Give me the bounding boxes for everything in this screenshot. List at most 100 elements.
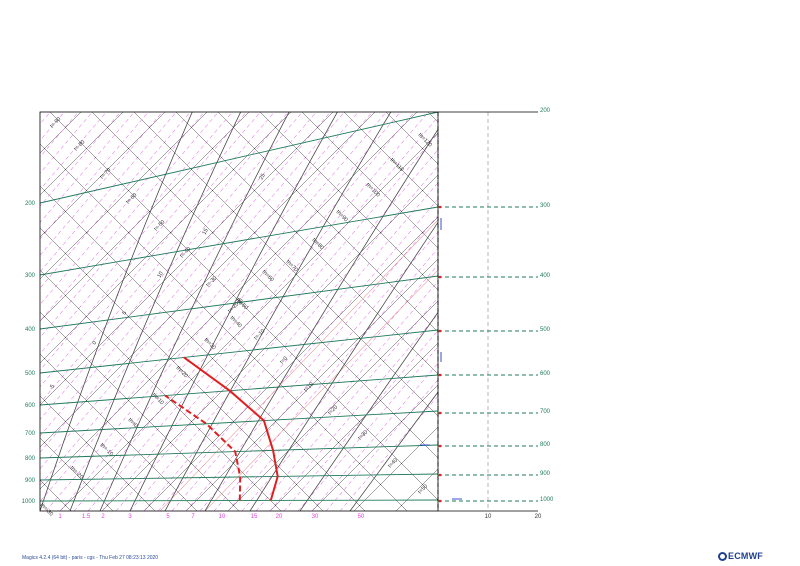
- left-pressure-label: 1000: [22, 499, 36, 505]
- right-pressure-label: 800: [540, 442, 551, 448]
- footer-text: Magics 4.2.4 (64 bit) - paris - cgs - Th…: [22, 555, 159, 561]
- dry-adiabat-line: [40, 479, 72, 511]
- isotherm-line: [40, 112, 250, 322]
- dry-adiabat-line: [175, 112, 438, 375]
- dry-adiabat-line: [40, 353, 198, 511]
- saturated-adiabat-label: 5: [122, 310, 129, 316]
- reference-isotherm-line: [159, 219, 438, 511]
- left-pressure-label: 900: [25, 478, 36, 484]
- isotherm-line: [40, 112, 376, 448]
- dry-adiabat-label: th=0: [127, 417, 139, 429]
- dry-adiabat-line: [343, 112, 438, 207]
- dry-adiabat-line: [40, 437, 114, 511]
- dry-adiabat-label: th=100: [365, 182, 381, 198]
- left-pressure-label: 400: [25, 327, 36, 333]
- mixing-ratio-label: 30: [312, 514, 319, 520]
- dry-adiabat-line: [40, 269, 282, 511]
- isotherm-line: [353, 426, 438, 511]
- mixing-ratio-label: 2: [101, 514, 105, 520]
- mixing-ratio-line: [73, 112, 415, 511]
- wind-level-marker: [438, 444, 442, 448]
- reference-isotherm-line: [204, 269, 438, 511]
- ecmwf-logo-icon: [718, 551, 727, 561]
- wind-level-marker: [438, 499, 442, 503]
- dewpoint-profile-line: [164, 394, 242, 501]
- mixing-ratio-label: 15: [251, 514, 258, 520]
- mixing-ratio-label: 20: [276, 514, 283, 520]
- wind-axis-label: 20: [535, 514, 542, 520]
- isotherm-line: [269, 342, 438, 511]
- mixing-ratio-line: [40, 112, 51, 125]
- right-pressure-label: 300: [540, 203, 551, 209]
- dry-adiabat-line: [427, 112, 438, 123]
- mixing-ratio-line: [157, 182, 438, 511]
- mixing-ratio-line: [40, 112, 219, 322]
- isotherm-line: [0, 111, 40, 511]
- isotherm-label: t=-50: [153, 219, 166, 232]
- mixing-ratio-label: 7: [191, 514, 195, 520]
- mixing-ratio-label: 1.5: [82, 514, 91, 520]
- mixing-ratio-line: [40, 112, 107, 191]
- isotherm-label: t=-40: [179, 246, 192, 259]
- dry-adiabat-label: th=-10: [99, 442, 114, 457]
- dry-adiabat-label: th=90: [335, 209, 349, 223]
- wind-level-marker: [438, 373, 442, 377]
- mixing-ratio-line: [40, 112, 65, 141]
- right-pressure-label: 900: [540, 471, 551, 477]
- left-pressure-label: 800: [25, 456, 36, 462]
- saturated-adiabat-curve: [349, 391, 438, 511]
- dry-adiabat-line: [596, 112, 800, 512]
- mixing-ratio-line: [45, 112, 387, 511]
- isotherm-label: t=30: [357, 429, 369, 441]
- wind-axis-label: 10: [485, 514, 492, 520]
- dry-adiabat-label: th=60: [261, 269, 275, 283]
- isotherm-line: [437, 510, 438, 511]
- mixing-ratio-line: [40, 112, 359, 486]
- mixing-ratio-label: 1: [58, 514, 62, 520]
- mixing-ratio-line: [199, 231, 438, 511]
- wind-level-marker: [438, 275, 442, 279]
- left-pressure-label: 600: [25, 403, 36, 409]
- dry-adiabat-label: th=10: [151, 392, 165, 406]
- isotherm-label: t=-60: [125, 192, 138, 205]
- isotherm-line: [732, 111, 800, 511]
- dry-adiabat-line: [133, 112, 438, 417]
- isotherm-line: [59, 132, 438, 511]
- mixing-ratio-label: 5: [166, 514, 170, 520]
- wind-level-marker: [438, 473, 442, 477]
- mixing-ratio-label: 10: [219, 514, 226, 520]
- dry-adiabat-line: [301, 112, 438, 249]
- left-pressure-label: 300: [25, 273, 36, 279]
- mixing-ratio-line: [87, 112, 429, 511]
- isotherm-line: [40, 112, 292, 364]
- isobar-line: [40, 410, 438, 434]
- dry-adiabat-label: th=-20: [69, 465, 84, 480]
- isotherm-line: [40, 112, 208, 280]
- isotherm-line: [227, 300, 438, 511]
- left-pressure-label: 500: [25, 371, 36, 377]
- mixing-ratio-line: [40, 112, 275, 388]
- dry-adiabat-line: [512, 112, 800, 512]
- isotherm-line: [395, 468, 438, 511]
- isotherm-line: [311, 384, 438, 511]
- mixing-ratio-line: [40, 112, 373, 503]
- isotherm-line: [480, 111, 800, 511]
- saturated-adiabat-label: 15: [202, 228, 210, 236]
- mixing-ratio-line: [40, 112, 93, 174]
- saturated-adiabat-label: 25: [259, 173, 267, 181]
- left-pressure-label: 700: [25, 431, 36, 437]
- isobar-line: [40, 112, 438, 204]
- dry-adiabat-label: th=110: [389, 157, 405, 173]
- dry-adiabat-line: [680, 112, 800, 512]
- saturated-adiabat-label: -5: [49, 384, 57, 391]
- mixing-ratio-line: [213, 247, 438, 511]
- isobar-line: [40, 275, 438, 330]
- left-pressure-label: 200: [25, 201, 36, 207]
- right-pressure-label: 400: [540, 273, 551, 279]
- isotherm-line: [185, 258, 438, 511]
- wind-level-marker: [438, 411, 442, 415]
- mixing-ratio-line: [143, 165, 438, 511]
- mixing-ratio-line: [40, 112, 121, 207]
- dry-adiabat-line: [385, 112, 438, 165]
- mixing-ratio-label: 50: [358, 514, 365, 520]
